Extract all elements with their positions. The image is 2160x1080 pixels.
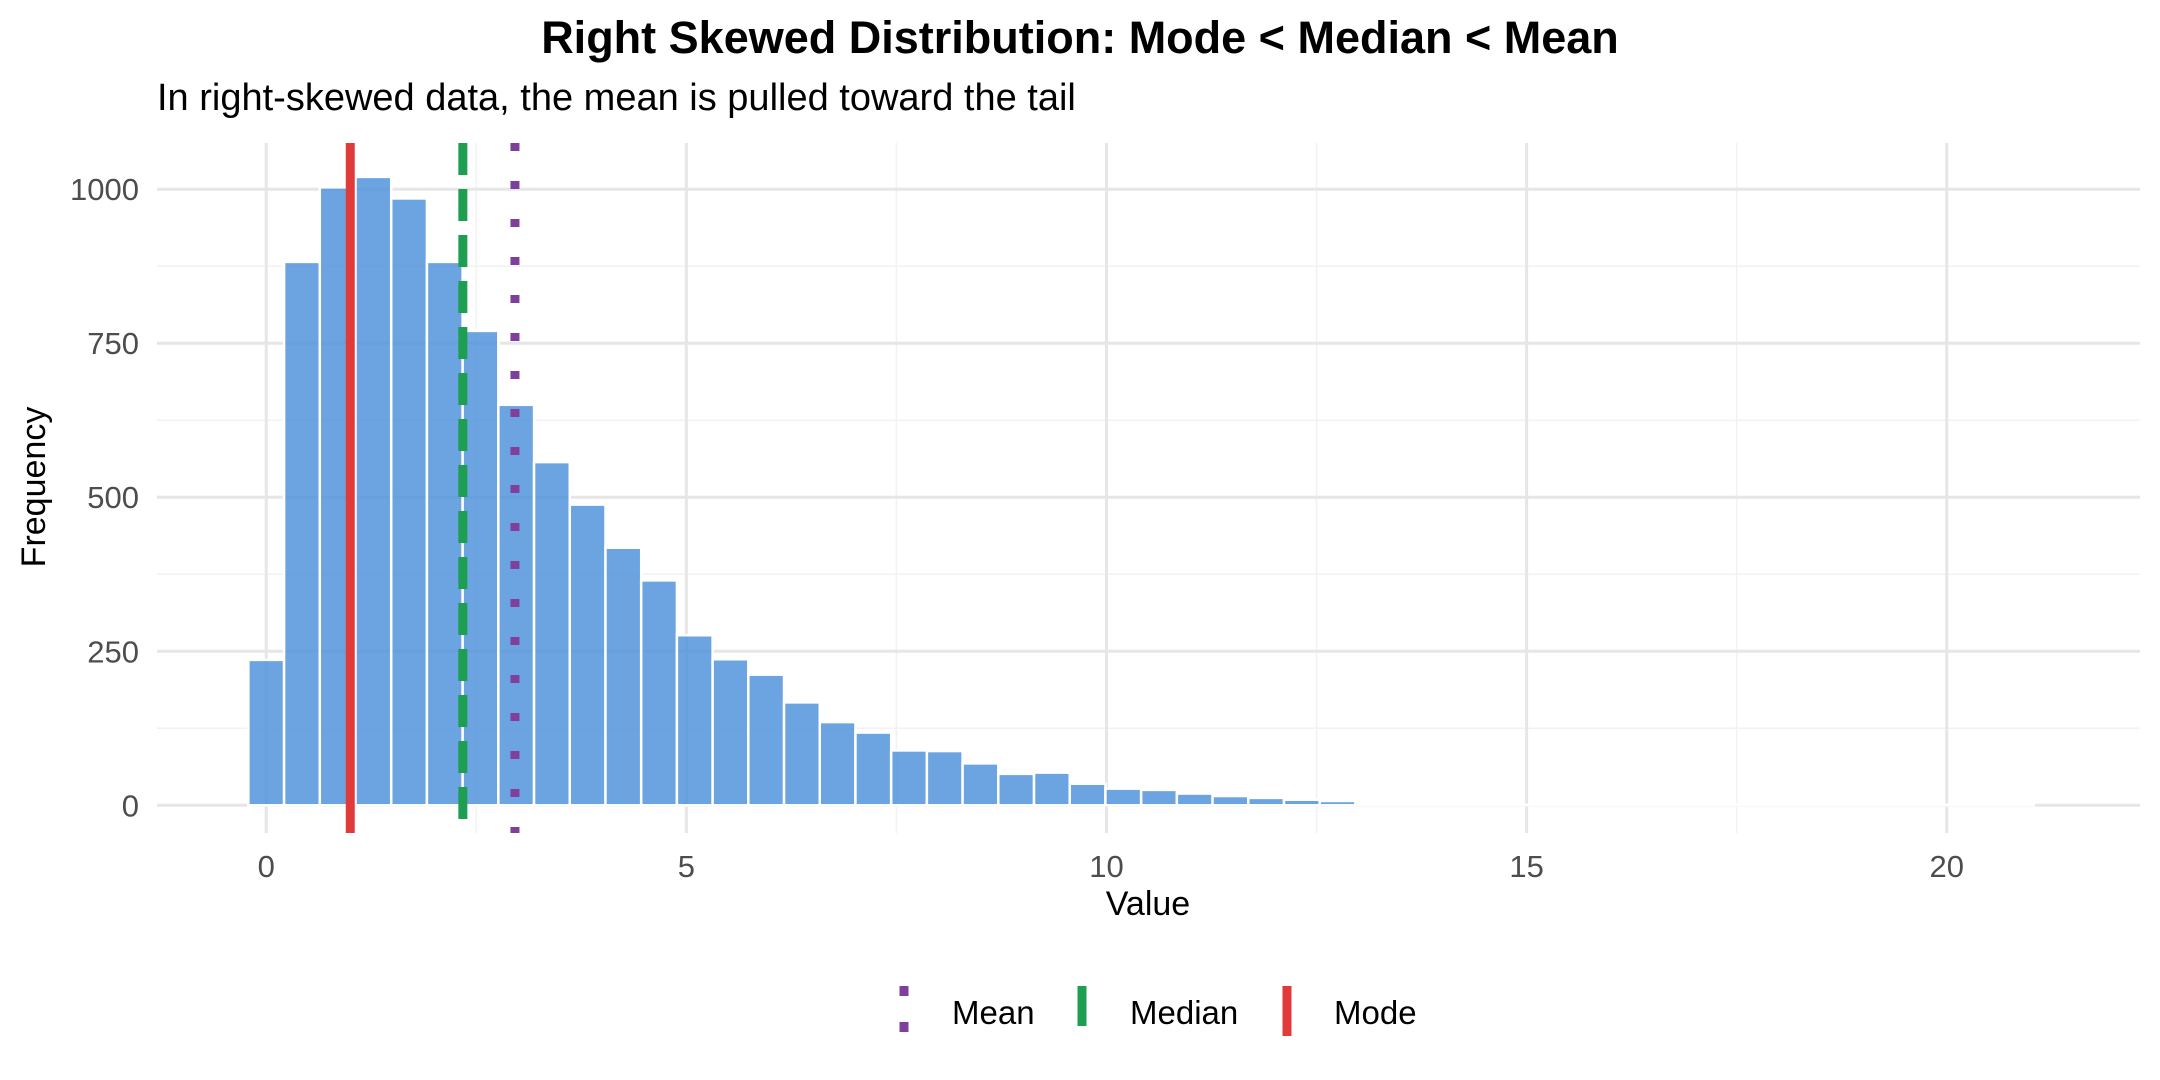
histogram-bar [677, 635, 713, 805]
histogram-bar [1320, 801, 1356, 805]
histogram-bar [1891, 805, 1927, 806]
histogram-bar [605, 548, 641, 806]
histogram-bar [427, 262, 463, 805]
histogram-bar [1784, 805, 1820, 806]
histogram-bar [748, 675, 784, 806]
histogram-bar [1570, 805, 1606, 806]
histogram-bar [1391, 804, 1427, 805]
histogram-bar [1105, 789, 1141, 806]
histogram-bar [1034, 773, 1070, 806]
histogram-bar [1748, 805, 1784, 806]
histogram-bar [463, 331, 499, 805]
histogram-bar [570, 505, 606, 806]
mode-legend-label: Mode [1334, 994, 1417, 1031]
x-tick-label: 10 [1089, 849, 1123, 884]
histogram-bar [1998, 805, 2034, 806]
histogram-bar [391, 198, 427, 805]
histogram-bar [1641, 805, 1677, 806]
mean-legend-label: Mean [952, 994, 1035, 1031]
histogram-bar [855, 733, 891, 806]
histogram-bar [1070, 784, 1106, 806]
histogram-bar [1248, 798, 1284, 805]
histogram-bar [1820, 805, 1856, 806]
histogram-bar [784, 702, 820, 805]
histogram-bar [1605, 805, 1641, 806]
histogram-bar [713, 659, 749, 805]
x-tick-label: 5 [678, 849, 695, 884]
y-tick-label: 1000 [70, 172, 139, 207]
histogram-bar [284, 262, 320, 805]
legend: Mean Median Mode [904, 986, 1417, 1036]
x-tick-label: 15 [1509, 849, 1543, 884]
x-axis-title: Value [1106, 885, 1190, 923]
histogram-bar [1141, 790, 1177, 805]
histogram-bar [1855, 805, 1891, 806]
histogram-bar [641, 580, 677, 805]
histogram-bar [1355, 803, 1391, 805]
histogram-bar [248, 660, 284, 805]
histogram-bar [998, 774, 1034, 805]
histogram-bar [1534, 805, 1570, 806]
histogram-bar [1284, 800, 1320, 806]
histogram-bar [534, 462, 570, 805]
x-tick-label: 20 [1929, 849, 1963, 884]
median-legend-label: Median [1130, 994, 1238, 1031]
histogram-bar [927, 751, 963, 805]
histogram-bar [356, 177, 392, 805]
histogram-bar [891, 750, 927, 805]
histogram-bar [1213, 796, 1249, 805]
histogram-bar [1927, 805, 1963, 806]
histogram-bar [963, 763, 999, 805]
y-tick-label: 0 [122, 788, 139, 823]
y-tick-label: 250 [87, 634, 139, 669]
histogram-bar [1498, 805, 1534, 806]
histogram-bar [1463, 805, 1499, 806]
histogram-bar [1962, 805, 1998, 806]
histogram-bar [1677, 805, 1713, 806]
histogram-bar [820, 722, 856, 805]
y-tick-label: 500 [87, 480, 139, 515]
histogram-bar [1427, 803, 1463, 805]
histogram-bar [1177, 794, 1213, 806]
histogram-bar [1713, 805, 1749, 806]
y-axis-title: Frequency [15, 407, 53, 568]
y-tick-label: 750 [87, 326, 139, 361]
x-tick-label: 0 [258, 849, 275, 884]
